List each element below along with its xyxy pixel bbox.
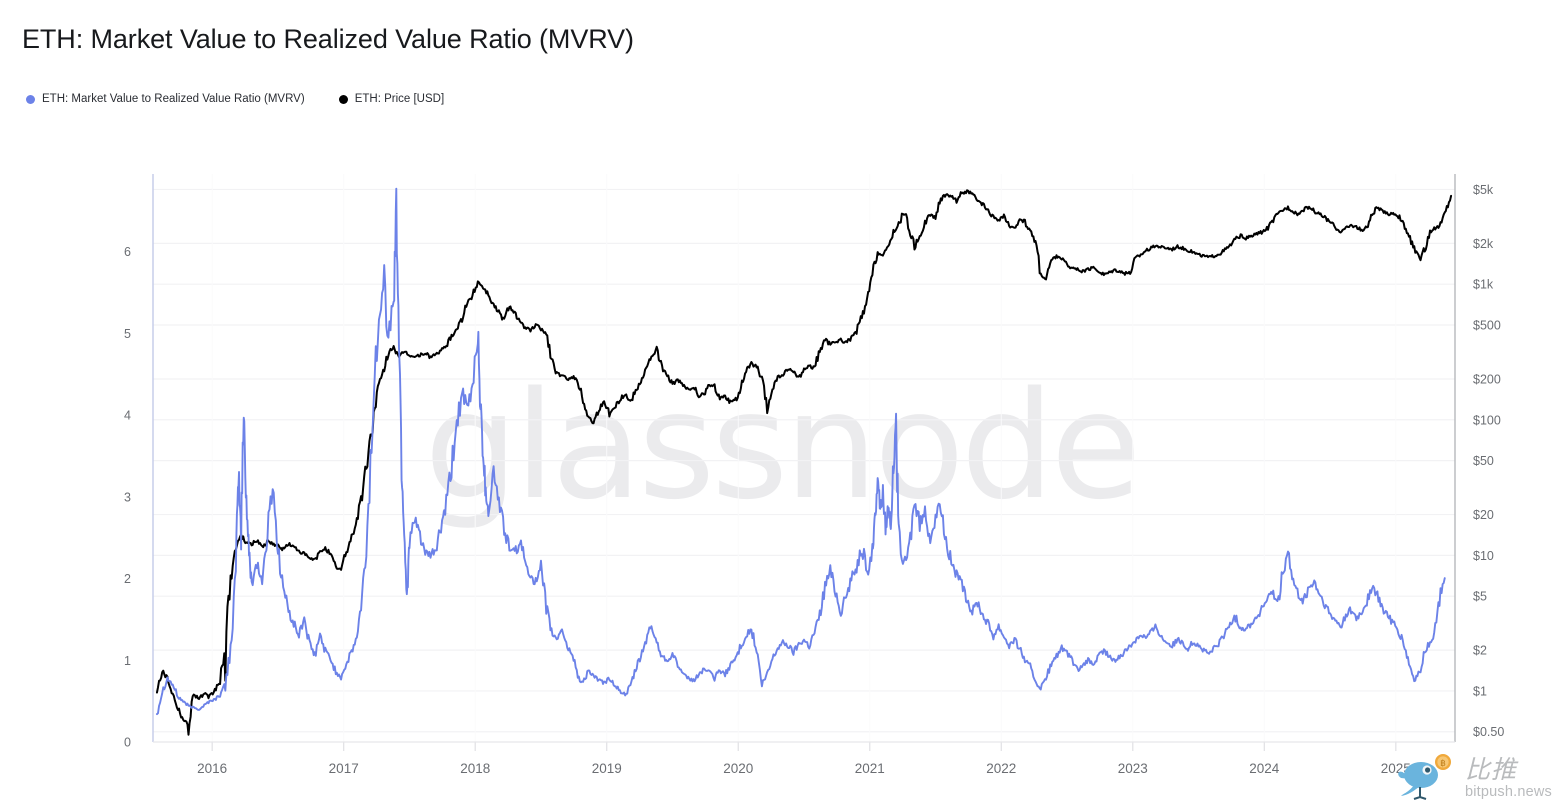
svg-text:2018: 2018	[460, 761, 490, 776]
svg-text:$100: $100	[1473, 413, 1501, 427]
svg-text:2017: 2017	[329, 761, 359, 776]
svg-text:$2: $2	[1473, 644, 1487, 658]
svg-text:$50: $50	[1473, 454, 1494, 468]
svg-text:$5k: $5k	[1473, 183, 1494, 197]
svg-text:0: 0	[124, 736, 131, 750]
svg-text:2021: 2021	[855, 761, 885, 776]
svg-text:2016: 2016	[197, 761, 227, 776]
svg-text:2025: 2025	[1381, 761, 1411, 776]
page-title: ETH: Market Value to Realized Value Rati…	[22, 24, 634, 54]
x-tick-marks-group	[211, 174, 1397, 751]
svg-text:$2k: $2k	[1473, 237, 1494, 251]
legend-marker-price-icon	[338, 94, 348, 104]
svg-text:2024: 2024	[1249, 761, 1280, 776]
svg-text:1: 1	[124, 654, 131, 668]
svg-text:$5: $5	[1473, 590, 1487, 604]
legend-item-mvrv[interactable]: ETH: Market Value to Realized Value Rati…	[26, 93, 305, 105]
legend-label-mvrv: ETH: Market Value to Realized Value Rati…	[42, 93, 305, 105]
svg-text:$1k: $1k	[1473, 278, 1494, 292]
mvrv-line-series	[156, 187, 1446, 716]
svg-text:$500: $500	[1473, 319, 1501, 333]
svg-text:6: 6	[124, 245, 131, 259]
svg-text:$200: $200	[1473, 372, 1501, 386]
svg-text:3: 3	[124, 490, 131, 504]
chart-legend: ETH: Market Value to Realized Value Rati…	[26, 90, 444, 108]
svg-text:2020: 2020	[723, 761, 753, 776]
svg-text:$1: $1	[1473, 684, 1487, 698]
svg-text:$0.50: $0.50	[1473, 725, 1504, 739]
svg-text:$10: $10	[1473, 549, 1494, 563]
legend-item-price[interactable]: ETH: Price [USD]	[338, 93, 445, 105]
left-axis-tick-labels: 0 1 2 3 4 5 6	[124, 245, 131, 749]
right-axis-tick-labels: $0.50 $1 $2 $5 $10 $20 $50 $100 $200 $500 $1k $2k $5…	[1473, 183, 1504, 739]
svg-text:2023: 2023	[1118, 761, 1148, 776]
svg-text:2: 2	[124, 572, 131, 586]
svg-text:2022: 2022	[986, 761, 1016, 776]
svg-text:4: 4	[124, 409, 131, 423]
x-axis-tick-labels: 2016 2017 2018 2019 2020 2021 2022 2023 2024 2025	[197, 761, 1411, 776]
gridlines-group	[153, 188, 1455, 733]
svg-text:$20: $20	[1473, 508, 1494, 522]
svg-text:5: 5	[124, 327, 131, 341]
legend-label-price: ETH: Price [USD]	[354, 93, 445, 105]
svg-text:2019: 2019	[592, 761, 622, 776]
legend-marker-mvrv-icon	[26, 94, 35, 104]
